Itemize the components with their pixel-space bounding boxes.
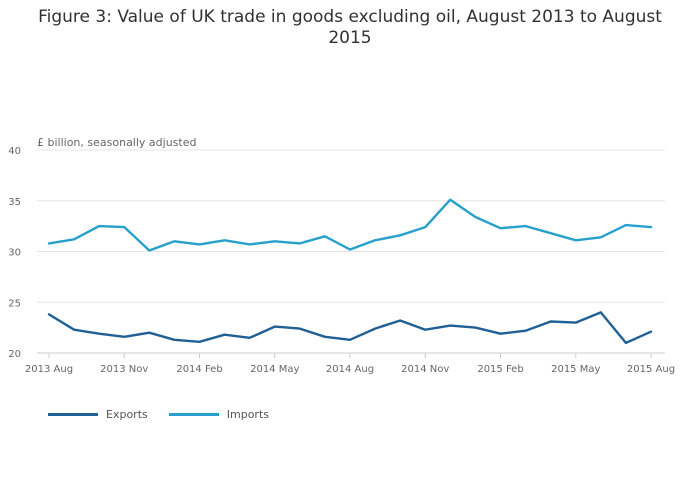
data-point-exports-2014-mar	[223, 333, 227, 337]
data-point-imports-2015-apr	[549, 231, 553, 235]
data-point-exports-2014-jul	[323, 335, 327, 339]
data-point-imports-2014-jul	[323, 234, 327, 238]
series-line-imports	[47, 198, 653, 252]
data-point-imports-2015-jan	[473, 215, 477, 219]
x-tick-label-2015-feb: 2015 Feb	[477, 364, 523, 375]
data-point-exports-2013-nov	[122, 335, 126, 339]
data-point-imports-2013-oct	[97, 224, 101, 228]
y-tick-label-40: 40	[8, 146, 21, 157]
legend-item-imports[interactable]: Imports	[168, 408, 269, 421]
data-point-exports-2014-oct	[398, 319, 402, 323]
x-tick-label-2015-aug: 2015 Aug	[627, 364, 675, 375]
data-point-exports-2015-feb	[499, 332, 503, 336]
x-tick-label-2014-may: 2014 May	[250, 364, 299, 375]
gridlines	[37, 149, 665, 303]
x-tick-label-2014-aug: 2014 Aug	[326, 364, 374, 375]
y-tick-label-25: 25	[8, 298, 21, 309]
data-point-exports-2014-jun	[298, 327, 302, 331]
data-point-imports-2013-nov	[122, 225, 126, 229]
legend-swatch-imports	[168, 413, 219, 416]
legend-label-exports: Exports	[106, 408, 148, 421]
data-point-exports-2014-jan	[172, 338, 176, 342]
legend: Exports Imports	[48, 408, 290, 421]
data-point-exports-2014-nov	[423, 328, 427, 332]
data-point-imports-2013-dec	[147, 248, 151, 252]
data-point-imports-2015-jul	[624, 223, 628, 227]
x-tick-label-2013-aug: 2013 Aug	[25, 364, 73, 375]
legend-swatch-exports	[48, 413, 98, 416]
data-point-imports-2015-may	[574, 238, 578, 242]
data-point-imports-2014-jan	[172, 239, 176, 243]
data-point-imports-2013-sep	[72, 237, 76, 241]
data-point-exports-2014-aug	[348, 338, 352, 342]
data-point-imports-2013-aug	[47, 241, 51, 245]
data-point-imports-2014-jun	[298, 241, 302, 245]
y-tick-label-35: 35	[8, 197, 21, 208]
data-point-exports-2015-apr	[549, 320, 553, 324]
series-line-exports	[47, 311, 653, 345]
y-tick-label-20: 20	[8, 349, 21, 360]
data-point-exports-2015-jan	[473, 326, 477, 330]
data-point-imports-2014-dec	[448, 198, 452, 202]
x-tick-label-2015-may: 2015 May	[551, 364, 600, 375]
data-point-exports-2015-jun	[599, 310, 603, 314]
data-point-exports-2013-sep	[72, 328, 76, 332]
data-point-exports-2014-may	[273, 325, 277, 329]
legend-item-exports[interactable]: Exports	[48, 408, 148, 421]
axes: 20 25 30 35 40 2013 Aug 2013 Nov 2014 Feb 2014 M…	[8, 146, 675, 375]
data-point-imports-2015-jun	[599, 235, 603, 239]
legend-label-imports: Imports	[226, 408, 269, 421]
x-tick-label-2014-nov: 2014 Nov	[401, 364, 449, 375]
data-point-imports-2015-feb	[499, 226, 503, 230]
data-point-exports-2014-dec	[448, 324, 452, 328]
series-lines	[47, 198, 653, 345]
data-point-imports-2014-oct	[398, 233, 402, 237]
data-point-imports-2014-mar	[223, 238, 227, 242]
data-point-exports-2015-mar	[524, 329, 528, 333]
data-point-exports-2014-sep	[373, 327, 377, 331]
data-point-exports-2013-aug	[47, 312, 51, 316]
data-point-imports-2014-feb	[198, 242, 202, 246]
x-tick-label-2013-nov: 2013 Nov	[100, 364, 148, 375]
y-tick-label-30: 30	[8, 248, 21, 259]
data-point-imports-2014-may	[273, 239, 277, 243]
data-point-exports-2015-may	[574, 321, 578, 325]
data-point-exports-2013-oct	[97, 332, 101, 336]
chart-title: Figure 3: Value of UK trade in goods exc…	[38, 7, 662, 48]
data-point-exports-2013-dec	[147, 331, 151, 335]
data-point-exports-2014-feb	[198, 340, 202, 344]
data-point-imports-2015-aug	[649, 225, 653, 229]
x-tick-label-2014-feb: 2014 Feb	[176, 364, 222, 375]
data-point-imports-2014-aug	[348, 247, 352, 251]
data-point-imports-2014-nov	[423, 225, 427, 229]
data-point-exports-2014-apr	[248, 336, 252, 340]
data-point-exports-2015-jul	[624, 341, 628, 345]
data-point-imports-2015-mar	[524, 224, 528, 228]
data-point-exports-2015-aug	[649, 330, 653, 334]
data-point-imports-2014-apr	[248, 242, 252, 246]
data-point-imports-2014-sep	[373, 238, 377, 242]
y-axis-unit-label: £ billion, seasonally adjusted	[37, 136, 197, 149]
